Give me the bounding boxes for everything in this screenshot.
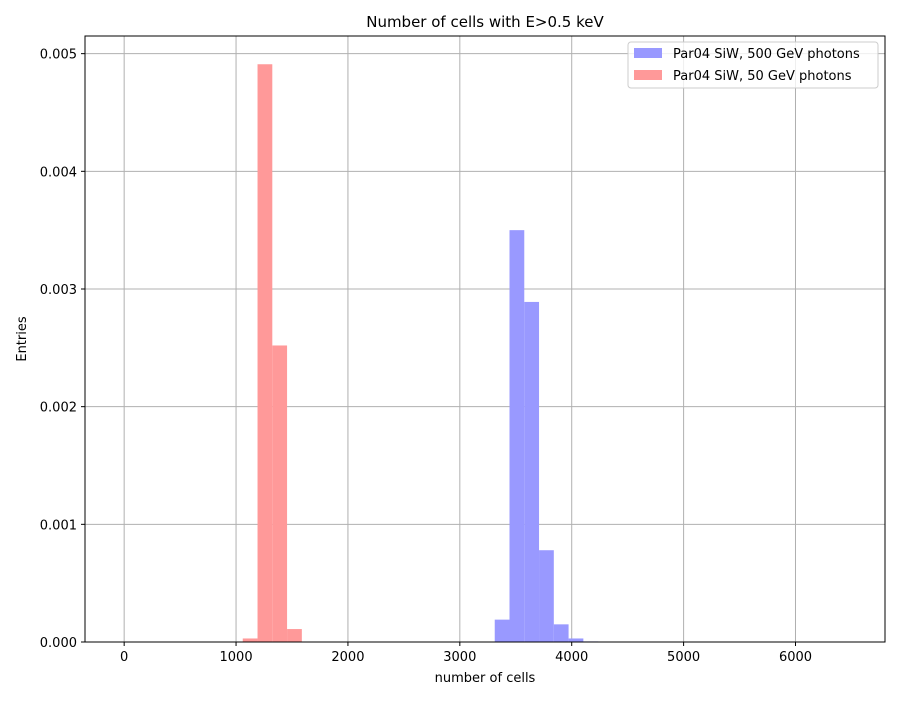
x-axis-label: number of cells <box>435 671 536 686</box>
y-tick-label: 0.004 <box>40 165 77 180</box>
y-tick-label: 0.001 <box>40 518 77 533</box>
bar-50gev <box>258 64 273 642</box>
x-tick-label: 1000 <box>220 650 253 665</box>
x-tick-label: 5000 <box>667 650 700 665</box>
bar-500gev <box>495 620 510 642</box>
legend: Par04 SiW, 500 GeV photons Par04 SiW, 50… <box>628 42 878 88</box>
x-tick-label: 0 <box>120 650 128 665</box>
x-axis-ticks: 0 1000 2000 3000 4000 5000 6000 <box>120 642 812 665</box>
bar-500gev <box>510 230 525 642</box>
y-tick-label: 0.005 <box>40 48 77 63</box>
y-axis-label: Entries <box>15 316 30 362</box>
chart-title: Number of cells with E>0.5 keV <box>366 13 604 31</box>
y-tick-label: 0.003 <box>40 283 77 298</box>
y-tick-label: 0.002 <box>40 401 77 416</box>
plot-area <box>85 36 885 642</box>
bar-500gev <box>569 638 584 642</box>
bar-50gev <box>272 345 287 642</box>
legend-swatch-50gev <box>634 70 662 80</box>
x-tick-label: 2000 <box>331 650 364 665</box>
legend-label-50gev: Par04 SiW, 50 GeV photons <box>673 69 852 84</box>
x-tick-label: 3000 <box>443 650 476 665</box>
legend-label-500gev: Par04 SiW, 500 GeV photons <box>673 47 860 62</box>
legend-swatch-500gev <box>634 48 662 58</box>
y-tick-label: 0.000 <box>40 636 77 651</box>
y-axis-ticks: 0.000 0.001 0.002 0.003 0.004 0.005 <box>40 48 85 651</box>
bar-50gev <box>287 629 302 642</box>
x-tick-label: 6000 <box>779 650 812 665</box>
bar-500gev <box>554 624 569 642</box>
bar-50gev <box>243 638 258 642</box>
bar-500gev <box>539 550 554 642</box>
bar-500gev <box>524 302 539 642</box>
x-tick-label: 4000 <box>555 650 588 665</box>
